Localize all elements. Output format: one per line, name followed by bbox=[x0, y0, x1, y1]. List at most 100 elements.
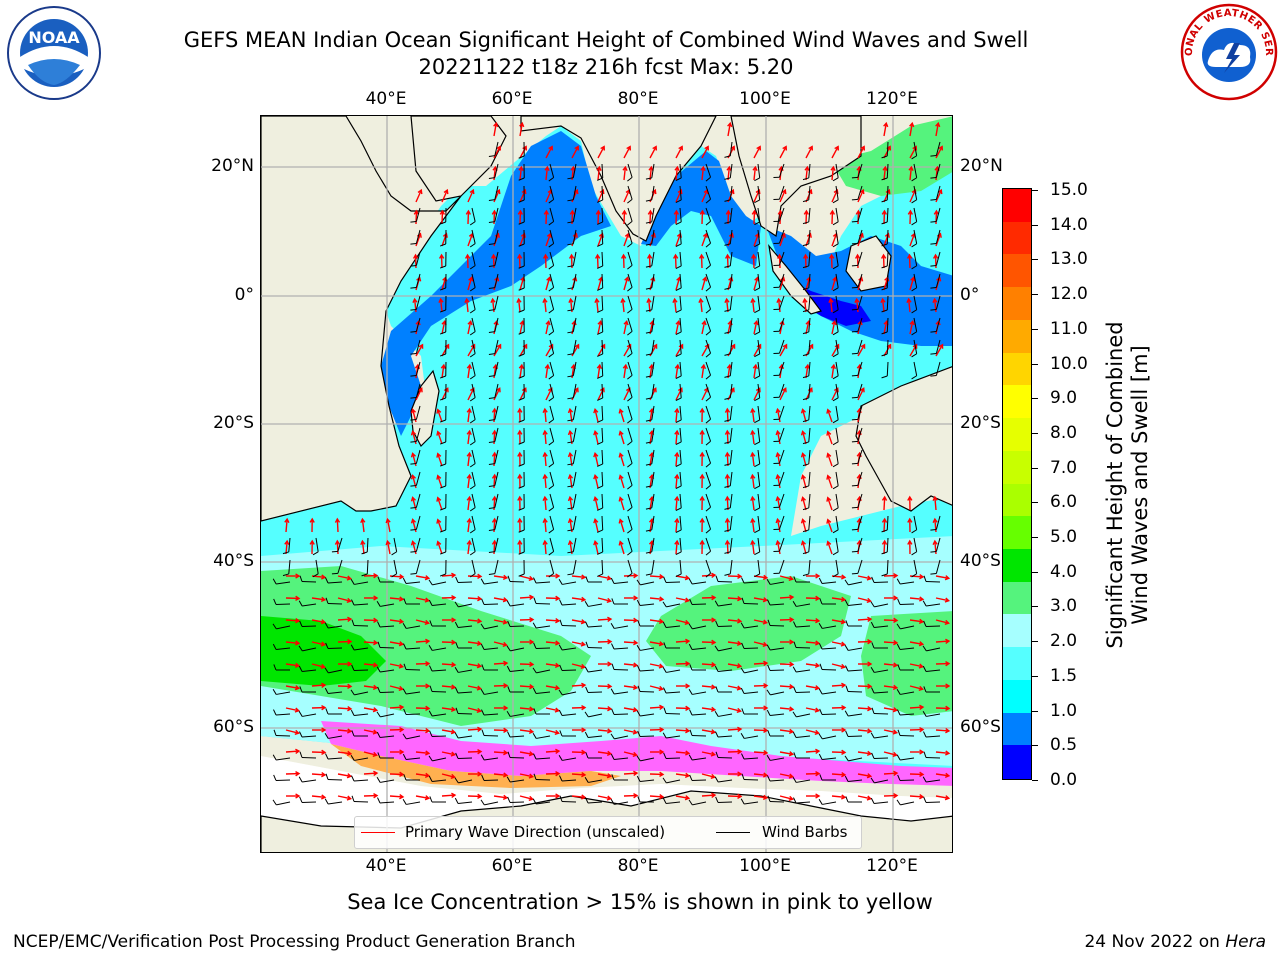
wave-arrow bbox=[311, 663, 326, 669]
wind-barb bbox=[469, 361, 476, 380]
wind-barb bbox=[488, 537, 499, 553]
wave-arrow bbox=[363, 729, 379, 735]
wave-arrow bbox=[467, 596, 483, 602]
wind-barb bbox=[518, 229, 525, 247]
wind-barb bbox=[897, 664, 914, 671]
wind-barb bbox=[645, 559, 655, 576]
wind-barb bbox=[377, 576, 394, 583]
wave-arrow bbox=[857, 145, 866, 159]
wave-arrow bbox=[699, 539, 705, 555]
wind-barb bbox=[469, 339, 476, 358]
wind-barb bbox=[488, 361, 499, 377]
wave-arrow bbox=[649, 596, 665, 602]
colorbar-segment bbox=[1003, 189, 1031, 223]
wave-arrow bbox=[337, 706, 353, 712]
wave-arrow bbox=[699, 451, 705, 467]
wave-arrow bbox=[493, 772, 509, 778]
wave-arrow bbox=[441, 773, 456, 779]
sumatra-land bbox=[768, 243, 822, 315]
wind-barb bbox=[469, 405, 476, 424]
wave-arrow bbox=[519, 728, 535, 735]
wave-arrow bbox=[800, 496, 807, 511]
wind-barb bbox=[663, 687, 681, 694]
wind-barb bbox=[402, 799, 421, 805]
wave-arrow bbox=[623, 662, 639, 668]
wave-arrow bbox=[464, 297, 470, 313]
wind-barb bbox=[439, 361, 447, 379]
wind-barb bbox=[754, 185, 761, 204]
wind-barb bbox=[558, 755, 577, 761]
wind-barb bbox=[454, 777, 473, 784]
wind-barb bbox=[548, 295, 555, 314]
wave-arrow bbox=[800, 430, 807, 445]
colorbar-tick-label: 8.0 bbox=[1032, 423, 1077, 443]
wave-arrow bbox=[519, 773, 535, 779]
colorbar-segment bbox=[1003, 221, 1031, 256]
wave-arrow bbox=[779, 387, 787, 401]
colorbar-segment bbox=[1003, 418, 1031, 452]
wind-barb bbox=[454, 797, 473, 804]
wind-barb bbox=[410, 273, 421, 289]
wave-arrow bbox=[593, 540, 599, 555]
wave-arrow bbox=[649, 685, 664, 691]
wind-barb bbox=[773, 405, 785, 420]
wave-arrow bbox=[935, 728, 951, 734]
wave-arrow bbox=[701, 594, 717, 601]
colorbar-tick-label: 14.0 bbox=[1032, 215, 1088, 235]
wind-barb bbox=[469, 295, 476, 314]
wave-arrow bbox=[935, 597, 951, 603]
wind-barb bbox=[585, 797, 603, 804]
wind-barb bbox=[567, 559, 577, 576]
wind-barb bbox=[597, 251, 604, 269]
wave-arrow bbox=[337, 597, 352, 603]
wave-arrow bbox=[337, 773, 353, 779]
wind-barb bbox=[802, 251, 811, 269]
wave-arrow bbox=[285, 770, 301, 777]
wave-arrow bbox=[597, 728, 613, 734]
wave-arrow bbox=[436, 408, 443, 423]
wave-arrow bbox=[467, 188, 475, 203]
wind-barb bbox=[802, 405, 811, 423]
wave-arrow bbox=[415, 638, 431, 644]
wind-barb bbox=[897, 774, 915, 781]
wind-barb bbox=[851, 251, 863, 267]
wave-arrow bbox=[623, 751, 638, 757]
wind-barb bbox=[689, 598, 707, 605]
wind-barb bbox=[662, 621, 681, 628]
map-panel[interactable] bbox=[260, 115, 953, 853]
wind-barb bbox=[688, 623, 707, 630]
wind-barb bbox=[637, 665, 655, 672]
wind-barb bbox=[832, 185, 839, 204]
wind-barb bbox=[506, 711, 525, 717]
wave-arrow bbox=[831, 794, 847, 800]
wind-barb bbox=[675, 405, 682, 424]
wave-arrow bbox=[571, 794, 587, 800]
wind-barb bbox=[802, 537, 811, 555]
wind-barb bbox=[689, 664, 706, 671]
wave-arrow bbox=[649, 145, 658, 159]
wind-barb bbox=[439, 295, 447, 313]
wave-arrow bbox=[857, 750, 873, 757]
wind-barb bbox=[675, 229, 682, 248]
wind-barb bbox=[754, 273, 761, 292]
wave-arrow bbox=[363, 707, 379, 713]
wave-arrow bbox=[623, 572, 639, 579]
wind-barb bbox=[480, 623, 499, 630]
wind-barb bbox=[832, 383, 839, 402]
wind-barb bbox=[351, 795, 369, 803]
wave-arrow bbox=[436, 430, 443, 445]
wave-arrow bbox=[753, 660, 769, 666]
wind-barb bbox=[688, 799, 707, 806]
wave-arrow bbox=[675, 660, 691, 667]
wind-barb bbox=[403, 598, 420, 605]
wave-arrow bbox=[441, 572, 457, 578]
wave-arrow bbox=[464, 253, 471, 269]
colorbar-segment bbox=[1003, 614, 1031, 648]
wind-barb bbox=[548, 449, 555, 468]
wind-barb bbox=[488, 515, 499, 531]
wind-barb bbox=[645, 339, 655, 356]
wind-barb bbox=[488, 383, 499, 399]
colorbar-segment bbox=[1003, 254, 1031, 288]
wind-barb bbox=[331, 537, 343, 553]
wave-arrow bbox=[826, 452, 833, 467]
